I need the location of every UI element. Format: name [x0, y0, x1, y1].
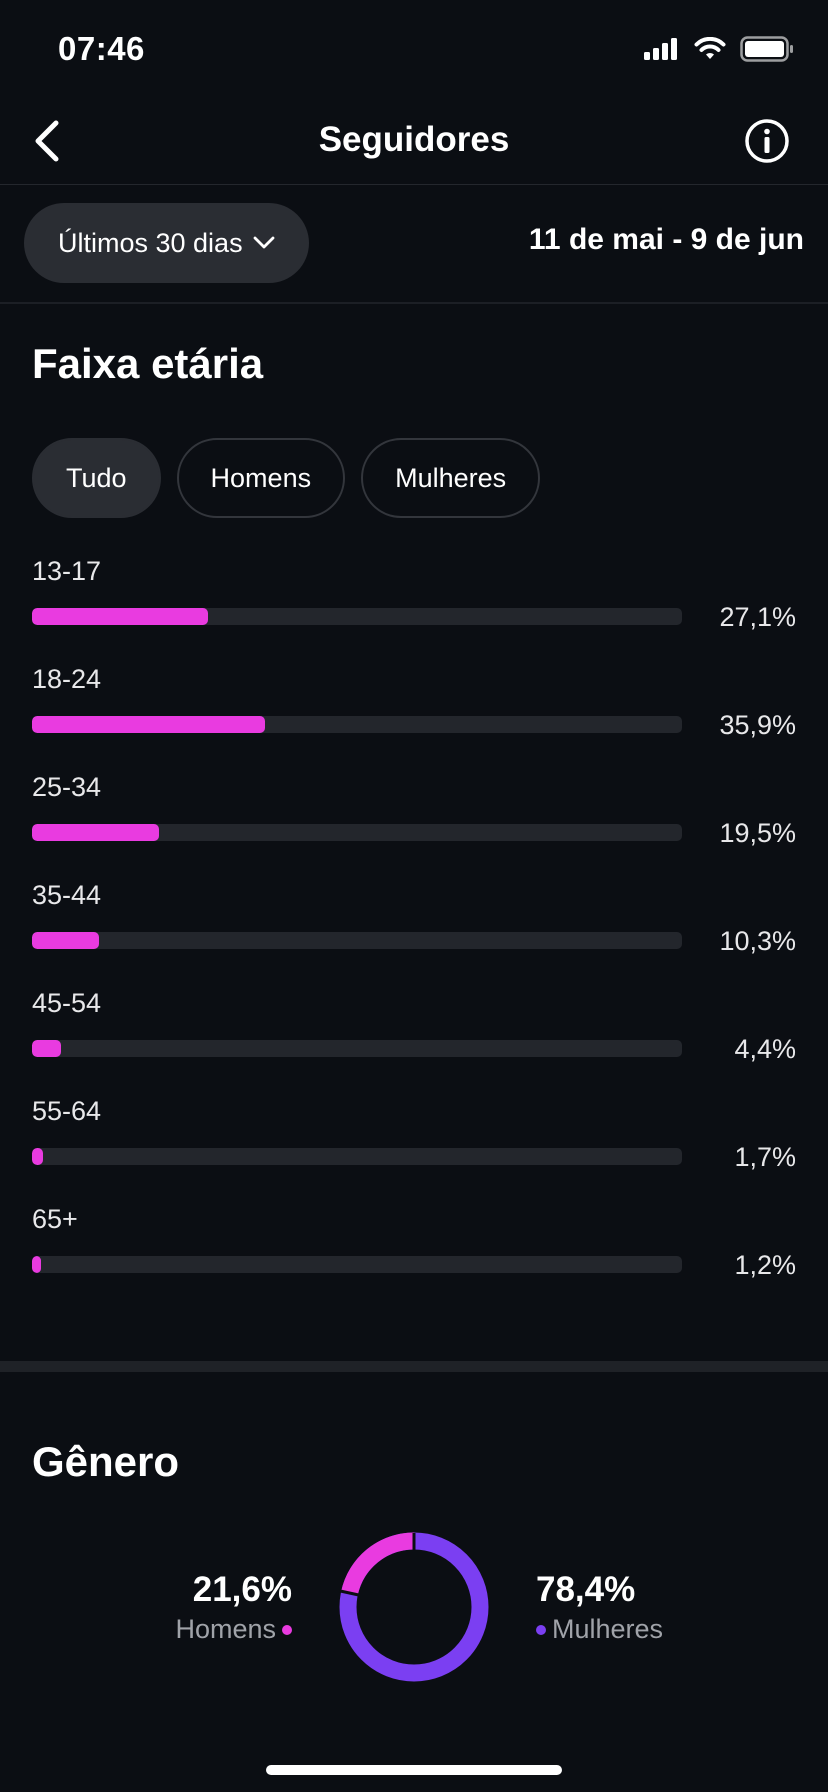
age-percent: 1,2%: [734, 1250, 796, 1280]
donut-segment-men: [339, 1532, 489, 1682]
filter-women[interactable]: Mulheres: [361, 438, 541, 518]
chevron-down-icon: [253, 236, 274, 249]
gender-women-label: Mulheres: [552, 1614, 664, 1644]
age-label: 18-24: [32, 664, 102, 694]
filter-men[interactable]: Homens: [176, 438, 346, 518]
gender-section-title: Gênero: [32, 1438, 180, 1485]
back-button[interactable]: [22, 116, 72, 166]
age-bar-track: [32, 1148, 682, 1165]
home-indicator[interactable]: [266, 1765, 562, 1775]
age-bar-fill: [32, 1148, 44, 1165]
age-bar-fill: [32, 1256, 41, 1273]
age-percent: 35,9%: [719, 710, 796, 740]
battery-icon: [740, 36, 793, 62]
age-bar-track: [32, 1256, 682, 1273]
age-row: 13-17 27,1%: [0, 556, 828, 664]
donut-gap-end: [339, 1589, 360, 1597]
status-bar: 07:46: [0, 0, 828, 100]
signal-icon: [644, 38, 677, 60]
age-percent: 27,1%: [719, 602, 796, 632]
wifi-icon: [694, 37, 726, 59]
age-bar-fill: [32, 932, 99, 949]
gender-donut-chart: [339, 1532, 489, 1682]
gender-women-legend: Mulheres: [536, 1614, 663, 1645]
info-icon: [745, 119, 789, 163]
legend-dot-men: [282, 1624, 292, 1635]
status-icons: [644, 36, 794, 62]
age-bar-track: [32, 824, 682, 841]
age-label: 55-64: [32, 1096, 102, 1126]
age-row: 18-24 35,9%: [0, 664, 828, 772]
page-title: Seguidores: [318, 120, 510, 159]
chevron-left-icon: [35, 120, 59, 162]
age-percent: 10,3%: [719, 926, 796, 956]
age-row: 55-64 1,7%: [0, 1096, 828, 1204]
age-label: 25-34: [32, 772, 102, 802]
age-filters: Tudo Homens Mulheres: [32, 438, 541, 518]
gender-men-percent: 21,6%: [192, 1570, 292, 1609]
status-time: 07:46: [58, 30, 145, 67]
age-bar-fill: [32, 824, 159, 841]
age-bar-chart: 13-17 27,1% 18-24 35,9% 25-34 19,5% 35-4…: [0, 556, 828, 1312]
age-percent: 19,5%: [719, 818, 796, 848]
section-divider: [0, 1361, 828, 1372]
age-label: 65+: [32, 1204, 78, 1234]
gender-men-legend: Homens: [175, 1614, 292, 1645]
age-row: 45-54 4,4%: [0, 988, 828, 1096]
age-percent: 1,7%: [734, 1142, 796, 1172]
age-bar-track: [32, 932, 682, 949]
gender-men-stat: 21,6% Homens: [175, 1570, 292, 1645]
age-section-title: Faixa etária: [32, 340, 264, 387]
filter-all[interactable]: Tudo: [32, 438, 161, 518]
age-bar-fill: [32, 608, 209, 625]
gender-women-stat: 78,4% Mulheres: [536, 1570, 663, 1645]
age-bar-track: [32, 608, 682, 625]
legend-dot-women: [536, 1624, 546, 1635]
age-label: 45-54: [32, 988, 102, 1018]
age-bar-fill: [32, 1040, 61, 1057]
period-dropdown[interactable]: Últimos 30 dias: [24, 203, 309, 283]
age-row: 25-34 19,5%: [0, 772, 828, 880]
header: Seguidores: [0, 100, 828, 185]
age-percent: 4,4%: [734, 1034, 796, 1064]
age-label: 13-17: [32, 556, 102, 586]
gender-women-percent: 78,4%: [536, 1570, 636, 1609]
period-row: Últimos 30 dias 11 de mai - 9 de jun: [0, 185, 828, 304]
age-label: 35-44: [32, 880, 102, 910]
gender-men-label: Homens: [175, 1614, 276, 1644]
period-label: Últimos 30 dias: [58, 227, 243, 258]
age-row: 35-44 10,3%: [0, 880, 828, 988]
age-row: 65+ 1,2%: [0, 1204, 828, 1312]
date-range: 11 de mai - 9 de jun: [528, 223, 804, 256]
age-bar-track: [32, 1040, 682, 1057]
age-bar-fill: [32, 716, 266, 733]
info-button[interactable]: [742, 116, 792, 166]
age-bar-track: [32, 716, 682, 733]
